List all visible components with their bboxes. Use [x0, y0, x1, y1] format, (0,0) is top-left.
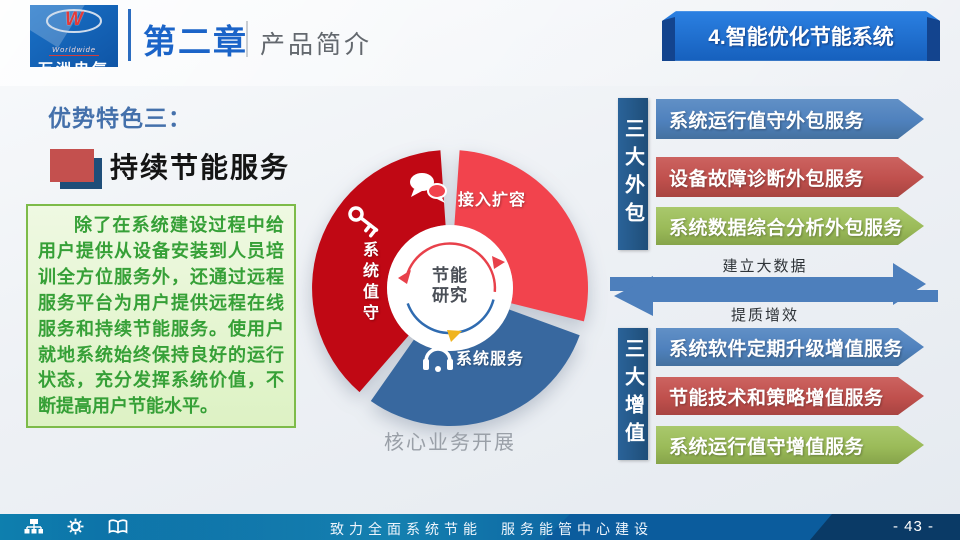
gear-icon	[67, 518, 84, 535]
value-added-item-3: 系统运行值守增值服务	[656, 426, 924, 464]
flow-arrows	[610, 263, 938, 316]
logo-ellipse: W	[44, 8, 104, 34]
footer-dark-block	[810, 514, 960, 540]
arrow-right	[610, 263, 926, 305]
center-ring-red	[404, 242, 497, 292]
page-number: - 43 -	[892, 518, 934, 535]
title-divider	[246, 21, 248, 57]
outsourcing-group-bar: 三大外包	[618, 98, 648, 250]
value-added-item-2: 节能技术和策略增值服务	[656, 377, 924, 415]
logo-brand-cn: 万洲电气	[30, 58, 118, 67]
chapter-divider	[128, 9, 131, 61]
flow-backward-label: 提质增效	[730, 307, 799, 324]
segment-system-service	[370, 309, 580, 427]
ring-arrow-left	[398, 270, 411, 284]
footer-slogan: 致力全面系统节能 服务能管中心建设	[330, 521, 653, 537]
feature-title: 持续节能服务	[110, 152, 291, 183]
logo-brand-en: Worldwide	[48, 45, 99, 56]
sitemap-icon	[24, 519, 43, 534]
key-icon	[348, 206, 379, 238]
outsourcing-item-2: 设备故障诊断外包服务	[656, 157, 924, 197]
ring-arrow-top	[492, 256, 505, 269]
section-banner: 4.智能优化节能系统	[662, 11, 940, 61]
outsourcing-item-3: 系统数据综合分析外包服务	[656, 207, 924, 245]
book-icon	[108, 518, 128, 534]
bullet-marker	[50, 149, 94, 182]
feature-heading: 优势特色三：	[48, 105, 192, 131]
wheel-label-system-service: 系统服务	[456, 351, 525, 368]
description-box: 除了在系统建设过程中给用户提供从设备安装到人员培训全方位服务外，还通过远程服务平…	[26, 204, 296, 428]
flow-forward-label: 建立大数据	[722, 258, 808, 275]
wheel-center-label: 节能 研究	[432, 266, 468, 306]
core-business-wheel	[312, 150, 589, 427]
headset-icon	[423, 347, 453, 372]
segment-system-duty	[312, 150, 446, 393]
value-added-item-1: 系统软件定期升级增值服务	[656, 328, 924, 366]
logo-monogram: W	[65, 9, 83, 30]
section-banner-label: 4.智能优化节能系统	[708, 26, 894, 49]
value-added-group-bar: 三大增值	[618, 328, 648, 460]
footer-highlight	[120, 514, 570, 540]
arrow-left	[614, 276, 938, 316]
page-title: 产品简介	[260, 31, 373, 59]
outsourcing-item-1: 系统运行值守外包服务	[656, 99, 924, 139]
chat-bubbles-icon	[410, 173, 447, 203]
wheel-caption: 核心业务开展	[384, 432, 516, 454]
wheel-label-system-duty: 系统值守	[360, 241, 377, 325]
wheel-label-access-expansion: 接入扩容	[458, 192, 527, 209]
segment-access-expansion	[454, 150, 589, 322]
company-logo: W Worldwide 万洲电气	[30, 5, 118, 67]
ring-arrow-bottom	[447, 330, 462, 342]
chapter-label: 第二章	[143, 23, 248, 60]
footer-bar: 致力全面系统节能 服务能管中心建设 - 43 -	[0, 514, 960, 540]
